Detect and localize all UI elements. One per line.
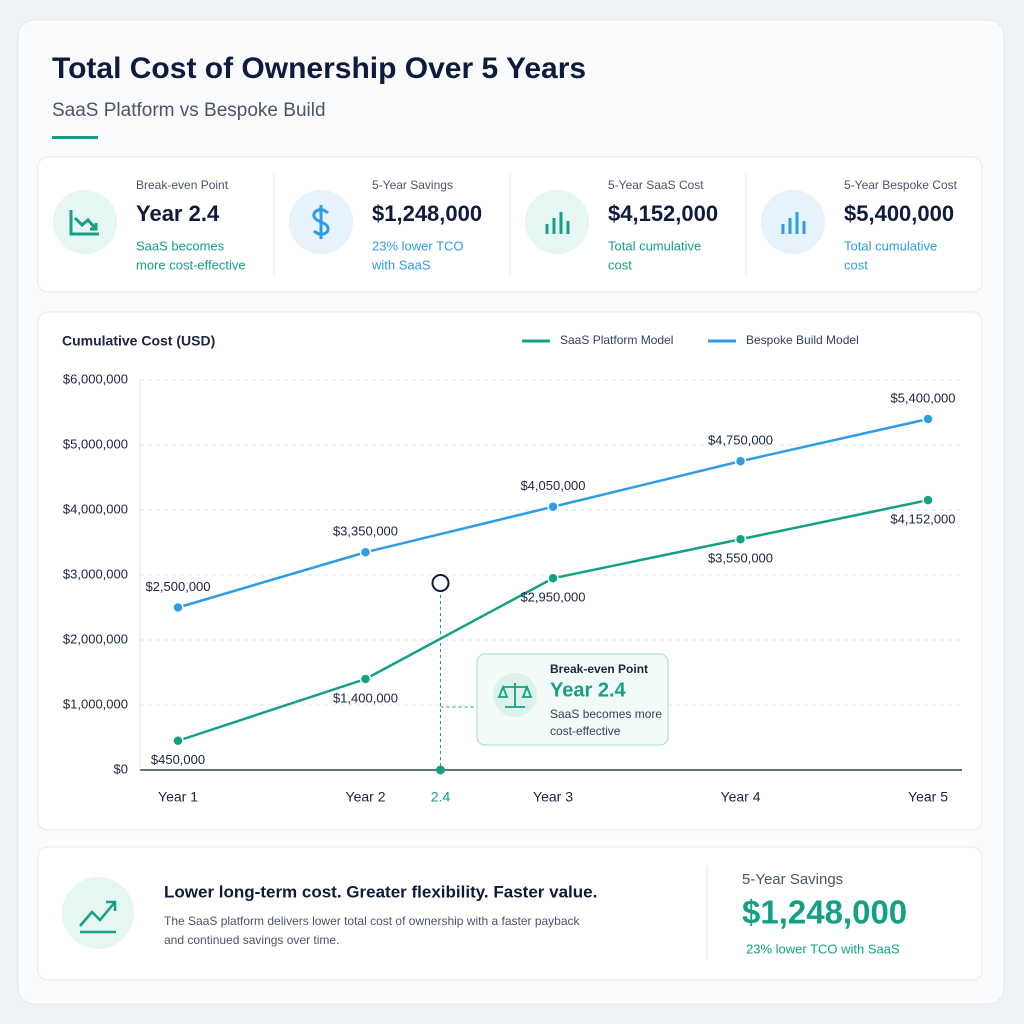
- data-point: [359, 673, 372, 685]
- x-tick-label: 2.4: [431, 789, 451, 805]
- legend-label: Bespoke Build Model: [746, 333, 859, 347]
- kpi-icon: [781, 212, 806, 234]
- kpi-label: Break-even Point: [136, 178, 229, 192]
- y-tick-label: $6,000,000: [63, 371, 128, 386]
- y-tick-label: $0: [114, 761, 128, 776]
- data-label: $4,152,000: [890, 512, 955, 527]
- data-label: $2,950,000: [520, 590, 585, 605]
- title: Total Cost of Ownership Over 5 Years: [52, 52, 586, 85]
- data-label: $5,400,000: [890, 390, 955, 405]
- kpi-value: Year 2.4: [136, 201, 220, 226]
- data-label: $2,500,000: [145, 579, 210, 594]
- footer-icon-bg: [62, 877, 134, 949]
- kpi-icon: [545, 212, 570, 234]
- data-label: $4,050,000: [520, 478, 585, 493]
- annotation-value: Year 2.4: [550, 679, 627, 701]
- kpi-icon-bg: [761, 190, 825, 254]
- data-point: [547, 501, 559, 513]
- x-tick-label: Year 2: [346, 789, 386, 805]
- kpi-value: $5,400,000: [844, 201, 954, 226]
- data-point: [359, 546, 372, 558]
- stat-note: 23% lower TCO with SaaS: [746, 941, 900, 956]
- data-point: [547, 572, 559, 584]
- data-label: $3,350,000: [333, 524, 398, 539]
- annotation-icon: [497, 683, 533, 708]
- x-tick-label: Year 4: [721, 789, 761, 805]
- y-axis-title: Cumulative Cost (USD): [62, 333, 215, 349]
- data-point: [734, 455, 747, 467]
- data-label: $4,750,000: [708, 433, 773, 448]
- data-point: [922, 494, 934, 506]
- break-even-marker: [431, 573, 450, 592]
- x-tick-label: Year 1: [158, 789, 198, 805]
- data-label: $450,000: [151, 752, 205, 767]
- footer-headline: Lower long-term cost. Greater flexibilit…: [164, 882, 597, 901]
- stat-label: 5-Year Savings: [742, 871, 843, 888]
- kpi-icon-bg: [525, 190, 589, 254]
- subtitle: SaaS Platform vs Bespoke Build: [52, 100, 326, 121]
- y-tick-label: $2,000,000: [63, 631, 128, 646]
- kpi-note: cost: [844, 257, 868, 272]
- y-tick-label: $1,000,000: [63, 696, 128, 711]
- kpi-value: $4,152,000: [608, 201, 718, 226]
- kpi-note: 23% lower TCO: [372, 238, 464, 253]
- kpi-note: Total cumulative: [608, 238, 701, 253]
- kpi-label: 5-Year Savings: [372, 178, 453, 192]
- annotation-note: SaaS becomes more: [550, 707, 662, 721]
- footer-text: and continued savings over time.: [164, 933, 339, 947]
- footer-text: The SaaS platform delivers lower total c…: [164, 914, 581, 928]
- kpi-note: cost: [608, 257, 632, 272]
- kpi-label: 5-Year SaaS Cost: [608, 178, 704, 192]
- kpi-note: Total cumulative: [844, 238, 937, 253]
- data-point: [172, 601, 184, 614]
- footer-card: [37, 846, 983, 981]
- y-tick-label: $5,000,000: [63, 436, 128, 451]
- y-tick-label: $3,000,000: [63, 566, 128, 581]
- kpi-note: with SaaS: [371, 257, 431, 272]
- stat-value: $1,248,000: [742, 894, 907, 931]
- data-label: $1,400,000: [333, 690, 398, 705]
- kpi-label: 5-Year Bespoke Cost: [844, 178, 958, 192]
- accent-rule: [52, 136, 98, 139]
- chart-card: [37, 311, 983, 831]
- footer-icon: [79, 900, 117, 934]
- legend-label: SaaS Platform Model: [560, 333, 673, 347]
- kpi-icon: [312, 205, 330, 239]
- kpi-note: more cost-effective: [136, 257, 246, 272]
- kpi-value: $1,248,000: [372, 201, 482, 226]
- annotation-title: Break-even Point: [550, 662, 648, 676]
- data-point: [922, 413, 934, 425]
- data-label: $3,550,000: [708, 551, 773, 566]
- annotation-note: cost-effective: [550, 724, 621, 738]
- kpi-icon: [69, 210, 99, 236]
- y-tick-label: $4,000,000: [63, 501, 128, 516]
- data-point: [172, 735, 184, 747]
- x-tick-label: Year 3: [533, 789, 573, 805]
- data-point: [734, 533, 747, 545]
- x-tick-label: Year 5: [908, 789, 948, 805]
- break-even-axis-dot: [436, 765, 445, 775]
- kpi-note: SaaS becomes: [136, 238, 225, 253]
